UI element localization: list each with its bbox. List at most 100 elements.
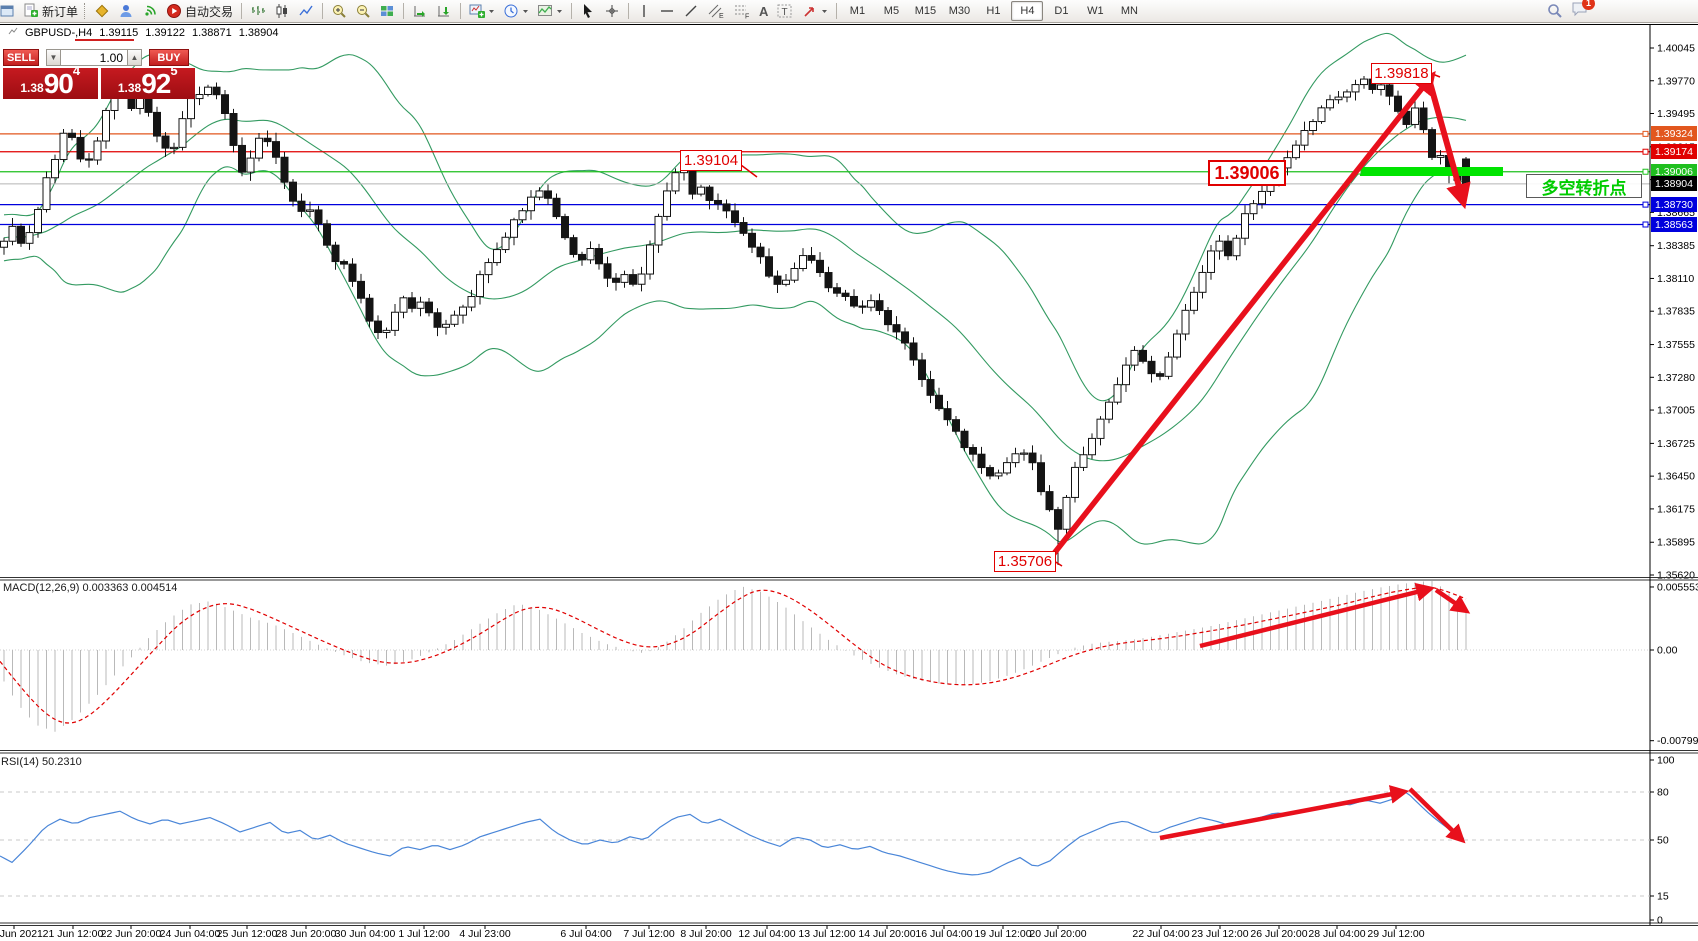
- volume-increase-button[interactable]: ▲: [127, 49, 142, 66]
- annotation-mid-price[interactable]: 1.39104: [680, 150, 742, 171]
- line-chart-icon: [299, 5, 313, 16]
- symbol-icon: [8, 27, 18, 35]
- signals-button[interactable]: [138, 0, 162, 22]
- dropdown-arrow-icon: [523, 10, 529, 13]
- svg-text:1.39495: 1.39495: [1657, 108, 1695, 120]
- macd-value: 0.003363: [82, 582, 129, 594]
- buy-price-display[interactable]: 1.38 92 5: [100, 63, 195, 99]
- search-icon[interactable]: [1547, 3, 1563, 19]
- svg-text:1.36450: 1.36450: [1657, 471, 1695, 483]
- timeframe-m30[interactable]: M30: [948, 5, 971, 17]
- annotation-support-price[interactable]: 1.39006: [1208, 160, 1286, 186]
- new-order-button[interactable]: 新订单: [19, 0, 82, 22]
- text-tool-button[interactable]: A: [755, 0, 772, 22]
- trend-arrow-macd-down: [1434, 588, 1471, 614]
- dropdown-arrow-icon: [822, 10, 828, 13]
- time-label: 28 Jun 20:00: [275, 928, 337, 940]
- svg-text:50: 50: [1657, 835, 1669, 847]
- annotation-high-price[interactable]: 1.39818: [1371, 63, 1432, 84]
- styles-button[interactable]: [90, 0, 114, 22]
- dropdown-arrow-icon: [489, 10, 495, 13]
- market-watch-button[interactable]: [114, 0, 138, 22]
- notifications-button[interactable]: 1: [1571, 0, 1595, 22]
- svg-text:1.37835: 1.37835: [1657, 306, 1695, 318]
- trendline-icon: [685, 5, 697, 17]
- svg-text:100: 100: [1657, 755, 1675, 767]
- buy-price-big: 92: [141, 68, 171, 99]
- arrow-object-icon: [804, 7, 815, 17]
- buy-button[interactable]: BUY: [149, 49, 189, 66]
- new-chart-button[interactable]: [465, 0, 499, 22]
- svg-text:1.39770: 1.39770: [1657, 75, 1695, 87]
- timeframe-w1[interactable]: W1: [1087, 5, 1104, 17]
- auto-scroll-button[interactable]: [408, 0, 432, 22]
- time-label: 25 Jun 12:00: [216, 928, 278, 940]
- timeframe-h4[interactable]: H4: [1011, 1, 1044, 21]
- line-chart-mode-button[interactable]: [294, 0, 318, 22]
- time-label: 29 Jul 12:00: [1367, 928, 1425, 940]
- volume-input[interactable]: [61, 49, 127, 66]
- time-label: 8 Jul 20:00: [680, 928, 732, 940]
- macd-label: MACD(12,26,9): [3, 582, 80, 594]
- horizontal-line-tool-button[interactable]: [655, 0, 679, 22]
- trend-arrow-main-up: [1049, 70, 1436, 558]
- time-label: 26 Jul 20:00: [1250, 928, 1308, 940]
- annotation-low-price[interactable]: 1.35706: [994, 551, 1056, 572]
- notification-badge: 1: [1582, 0, 1595, 10]
- zoom-in-button[interactable]: [327, 0, 351, 22]
- price-label-1.38730: 1.38730: [1651, 197, 1697, 213]
- text-label-tool-button[interactable]: T: [772, 0, 798, 22]
- svg-text:80: 80: [1657, 787, 1669, 799]
- auto-trading-button[interactable]: 自动交易: [162, 0, 237, 22]
- svg-text:1.37555: 1.37555: [1657, 339, 1695, 351]
- time-label: 1 Jul 12:00: [398, 928, 450, 940]
- price-label-1.39174: 1.39174: [1651, 144, 1697, 160]
- time-label: 13 Jul 12:00: [798, 928, 856, 940]
- chart-shift-button[interactable]: [432, 0, 456, 22]
- new-chart-icon: [469, 4, 486, 18]
- timeframe-d1[interactable]: D1: [1054, 5, 1069, 17]
- trendline-tool-button[interactable]: [679, 0, 703, 22]
- main-toolbar: 新订单 自动交易: [0, 0, 1698, 23]
- tile-windows-button[interactable]: [375, 0, 399, 22]
- fibonacci-tool-button[interactable]: F: [729, 0, 755, 22]
- timeframe-m1[interactable]: M1: [849, 5, 866, 17]
- sell-button[interactable]: SELL: [3, 49, 39, 66]
- channel-tool-button[interactable]: E: [703, 0, 729, 22]
- timeframe-m5[interactable]: M5: [883, 5, 900, 17]
- sell-price-small: 1.38: [20, 81, 44, 95]
- candle-chart-mode-button[interactable]: [270, 0, 294, 22]
- crosshair-tool-button[interactable]: [600, 0, 624, 22]
- auto-scroll-icon: [414, 6, 426, 17]
- template-button[interactable]: [533, 0, 567, 22]
- svg-text:0.00: 0.00: [1657, 645, 1678, 657]
- volume-decrease-button[interactable]: ▼: [46, 49, 61, 66]
- time-label: 22 Jul 04:00: [1132, 928, 1190, 940]
- ohlc-open: 1.39115: [99, 27, 139, 39]
- window-icon[interactable]: [0, 0, 19, 22]
- timeframe-mn[interactable]: MN: [1120, 5, 1138, 17]
- bar-chart-mode-button[interactable]: [246, 0, 270, 22]
- sell-price-display[interactable]: 1.38 90 4: [3, 63, 98, 99]
- trend-arrow-macd-up: [1199, 582, 1436, 649]
- rsi-label: RSI(14): [1, 756, 39, 768]
- vertical-line-tool-button[interactable]: [633, 0, 655, 22]
- signal-icon: [145, 5, 156, 16]
- annotation-turning-point[interactable]: 多空转折点: [1526, 174, 1642, 198]
- ohlc-close: 1.38904: [238, 27, 279, 39]
- time-label: 21 Jun 12:00: [42, 928, 104, 940]
- svg-text:1.40045: 1.40045: [1657, 43, 1695, 55]
- svg-text:1.37280: 1.37280: [1657, 372, 1695, 384]
- cursor-tool-button[interactable]: [576, 0, 600, 22]
- svg-text:1.35620: 1.35620: [1657, 570, 1695, 582]
- arrows-tool-button[interactable]: [798, 0, 832, 22]
- rsi-pane-label: RSI(14) 50.2310: [1, 756, 82, 768]
- time-label: 7 Jul 12:00: [623, 928, 675, 940]
- timeframe-m15[interactable]: M15: [914, 5, 937, 17]
- buy-price-small: 1.38: [117, 81, 142, 95]
- zoom-out-button[interactable]: [351, 0, 375, 22]
- period-button[interactable]: [499, 0, 533, 22]
- timeframe-h1[interactable]: H1: [986, 5, 1001, 17]
